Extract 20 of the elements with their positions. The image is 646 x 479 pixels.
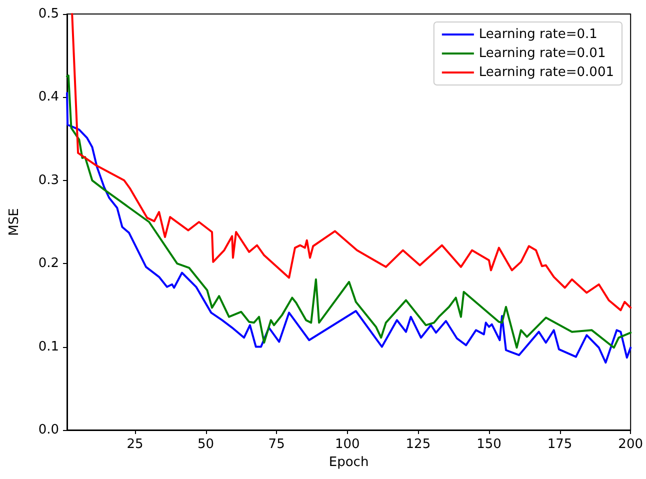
- x-axis-title: Epoch: [328, 455, 369, 470]
- y-tick-label: 0.4: [38, 90, 59, 105]
- y-tick-label: 0.2: [38, 256, 59, 272]
- x-tick-label: 25: [126, 437, 144, 452]
- x-tick-label: 150: [476, 437, 502, 452]
- legend-label: Learning rate=0.01: [478, 46, 606, 61]
- x-tick-label: 200: [618, 437, 644, 452]
- legend-label: Learning rate=0.001: [478, 65, 614, 80]
- line-series: [71, 13, 632, 312]
- y-tick-label: 0.3: [38, 172, 59, 188]
- x-tick-label: 175: [547, 437, 572, 452]
- legend-label: Learning rate=0.1: [478, 27, 598, 42]
- x-tick-label: 125: [406, 437, 431, 452]
- y-tick-label: 0.1: [38, 339, 59, 354]
- x-tick-label: 75: [268, 437, 285, 452]
- y-axis-title: MSE: [7, 208, 22, 236]
- x-tick-label: 100: [334, 437, 360, 452]
- x-tick-label: 50: [198, 437, 214, 452]
- y-tick-label: 0.0: [38, 422, 59, 438]
- y-tick-label: 0.5: [38, 6, 59, 22]
